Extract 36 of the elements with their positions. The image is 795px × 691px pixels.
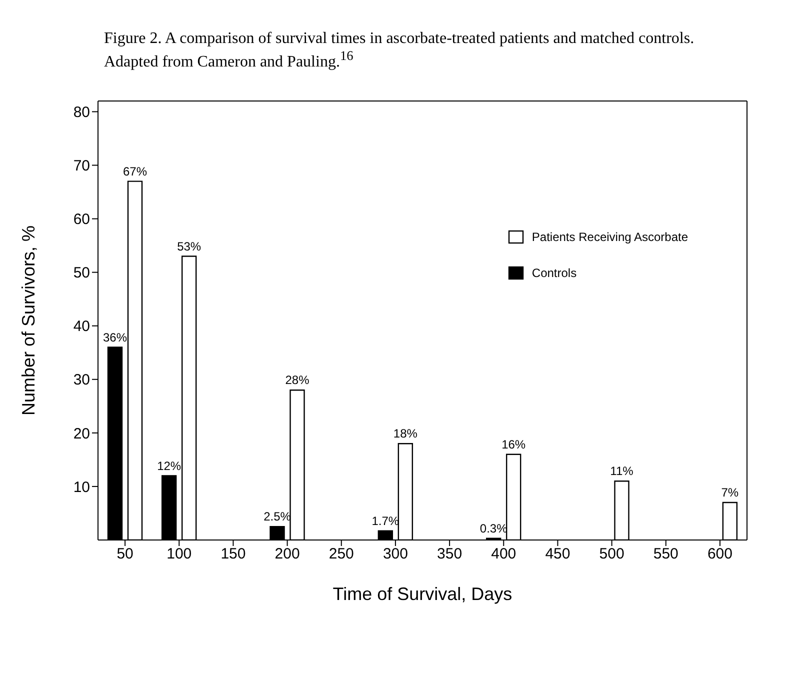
x-tick-label: 450	[545, 546, 570, 563]
y-tick-label: 50	[73, 264, 90, 282]
data-label: 0.3%	[480, 522, 508, 536]
data-label: 16%	[502, 438, 526, 452]
chart-title: Figure 2. A comparison of survival times in ascorbate-treated patients and matched controls. Adapted from Cameron and Pauling.$^{16}$	[104, 30, 696, 70]
x-tick-label: 50	[116, 546, 134, 563]
data-label: 18%	[393, 426, 418, 441]
data-label: 7%	[721, 486, 739, 500]
x-tick-label: 250	[328, 546, 354, 563]
x-tick-label: 100	[166, 546, 192, 563]
x-axis-title: Time of Survival, Days	[332, 584, 512, 604]
x-tick-label: 400	[491, 546, 516, 563]
x-tick-label: 200	[274, 546, 300, 563]
y-tick-label: 70	[73, 158, 90, 175]
y-tick-label: 60	[73, 211, 90, 228]
x-tick-label: 550	[653, 546, 678, 563]
y-tick-label: 40	[73, 318, 90, 336]
data-label: 28%	[285, 373, 310, 388]
y-tick-label: 30	[73, 372, 90, 390]
x-tick-label: 300	[382, 546, 408, 563]
x-tick-label: 500	[599, 546, 624, 563]
data-label: 11%	[610, 464, 634, 478]
y-tick-label: 80	[73, 104, 90, 122]
legend-label: Patients Receiving Ascorbate	[532, 230, 688, 244]
data-label: 1.7%	[372, 514, 400, 528]
legend-label: Controls	[532, 266, 577, 280]
x-tick-label: 350	[437, 546, 462, 563]
data-label: 36%	[102, 330, 128, 345]
y-axis-title: Number of Survivors, %	[18, 226, 38, 416]
data-label: 67%	[122, 164, 148, 179]
y-tick-label: 20	[73, 426, 90, 443]
data-label: 12%	[157, 459, 182, 474]
data-label: 53%	[177, 240, 202, 254]
x-tick-label: 150	[220, 546, 246, 563]
y-tick-label: 10	[73, 479, 90, 496]
x-tick-label: 600	[707, 546, 732, 563]
